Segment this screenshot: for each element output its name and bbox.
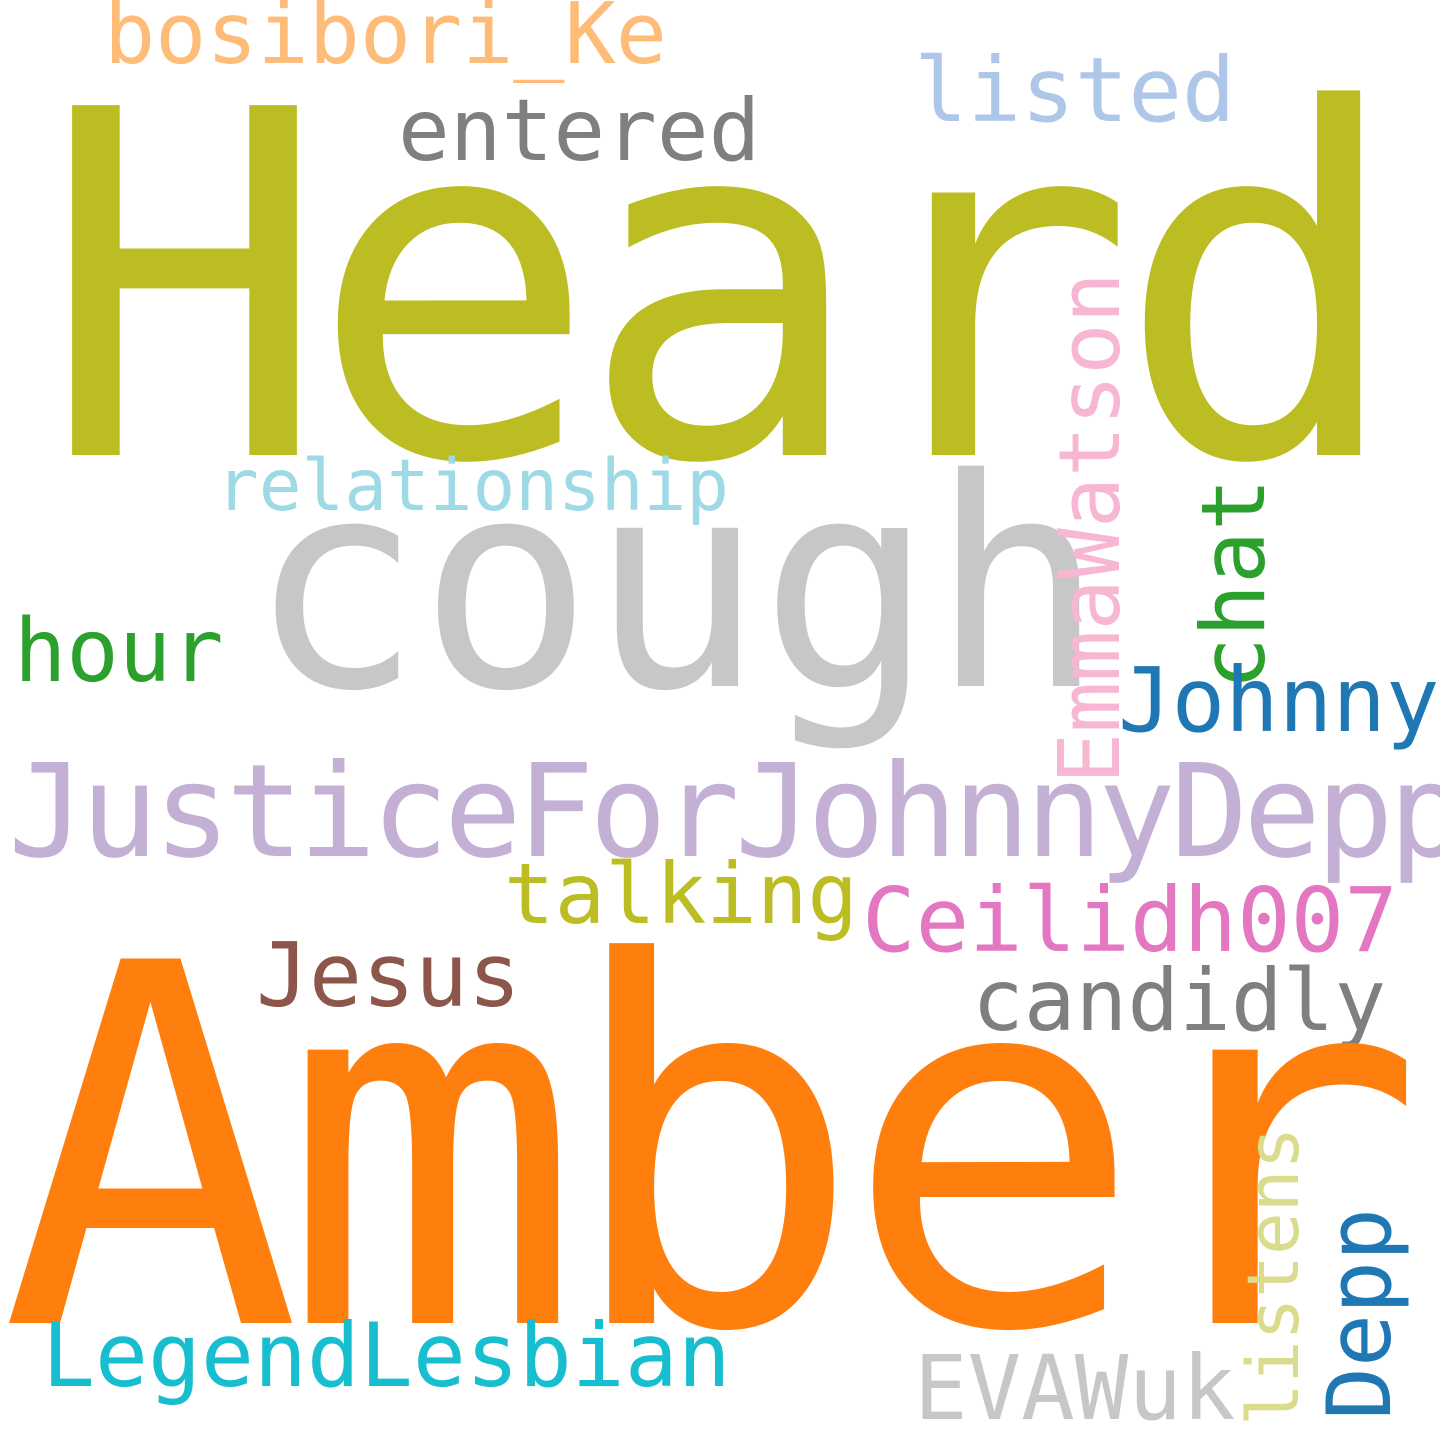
word-evawuk: EVAWuk (914, 1336, 1236, 1440)
word-listed: listed (914, 38, 1236, 142)
word-amber: Amber (0, 859, 1425, 1440)
word-heard: Heard (40, 10, 1405, 569)
word-jesus: Jesus (256, 924, 521, 1027)
word-justicefor-johnnydepp: JusticeForJohnnyDepp (8, 737, 1440, 887)
word-bosibori-ke: bosibori_Ke (104, 0, 667, 84)
word-hour: hour (14, 600, 224, 702)
word-johnny: Johnny (1118, 648, 1440, 752)
word-listens: listens (1232, 1126, 1315, 1426)
word-talking: talking (504, 845, 859, 943)
word-candidly: candidly (972, 951, 1387, 1051)
word-ceilidh007: Ceilidh007 (862, 868, 1398, 972)
word-entered: entered (398, 81, 761, 181)
word-depp: Depp (1308, 1208, 1411, 1420)
word-relationship: relationship (216, 444, 729, 527)
word-cough: cough (248, 418, 1105, 755)
word-legendlesbian: LegendLesbian (42, 1304, 731, 1407)
